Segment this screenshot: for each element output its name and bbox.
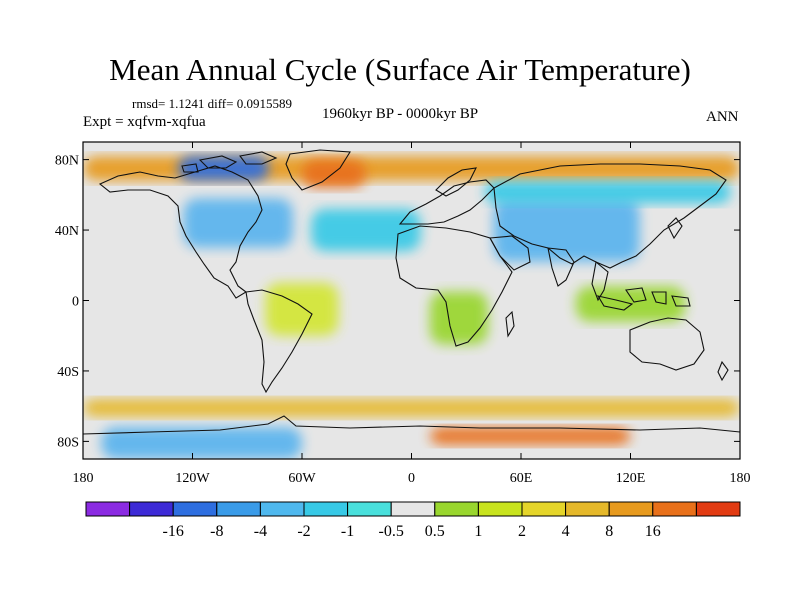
coast-antarctica: [83, 415, 740, 435]
colorbar: -16 -8 -4 -2 -1 -0.5 0.5 1 2 4 8 16: [85, 501, 741, 540]
coast-southeast-asia: [591, 260, 609, 302]
colorbar-label: -8: [210, 523, 223, 540]
anomaly-regions: [83, 156, 740, 459]
colorbar-swatch: [521, 501, 567, 517]
coast-arctic-islands: [181, 151, 278, 173]
plot-title: Mean Annual Cycle (Surface Air Temperatu…: [109, 52, 691, 87]
colorbar-label: 4: [562, 523, 570, 540]
coast-madagascar: [505, 310, 515, 338]
region-antarctica-mixed: [101, 427, 302, 459]
region-siberia-cool: [484, 180, 731, 204]
colorbar-label: -2: [297, 523, 310, 540]
colorbar-swatch: [390, 501, 436, 517]
colorbar-swatch: [608, 501, 654, 517]
coast-new-zealand: [717, 360, 729, 382]
coast-south-america: [245, 289, 313, 394]
colorbar-swatch: [652, 501, 697, 517]
colorbar-swatch: [477, 501, 523, 517]
colorbar-label: 0.5: [425, 523, 445, 540]
lon-tick-label: 180: [73, 471, 94, 486]
colorbar-swatch: [172, 501, 218, 517]
colorbar-swatch: [216, 501, 261, 517]
coast-indonesia: [596, 287, 691, 311]
colorbar-label: -16: [163, 523, 184, 540]
colorbar-label: -4: [254, 523, 267, 540]
region-greenland-warm: [302, 159, 366, 188]
lon-tick-label: 180: [730, 471, 751, 486]
colorbar-label: -1: [341, 523, 354, 540]
lat-tick-label: 40N: [55, 224, 79, 239]
region-antarctica-warm: [429, 427, 631, 445]
longitude-axis: 180 120W 60W 0 60E 120E 180: [73, 142, 751, 486]
region-southern-ocean-warm: [83, 399, 740, 417]
lon-tick-label: 120W: [175, 471, 210, 486]
coastlines: [83, 149, 740, 435]
lat-tick-label: 40S: [57, 365, 79, 380]
coast-india: [547, 247, 575, 287]
colorbar-swatch: [565, 501, 610, 517]
coast-arabia: [489, 235, 531, 271]
coast-asia: [493, 163, 727, 269]
colorbar-swatch: [347, 501, 392, 517]
colorbar-label: -0.5: [379, 523, 404, 540]
coast-greenland: [285, 149, 351, 191]
colorbar-swatch: [434, 501, 479, 517]
colorbar-swatch: [259, 501, 305, 517]
colorbar-label: 2: [518, 523, 526, 540]
lon-tick-label: 0: [408, 471, 415, 486]
lat-tick-label: 80S: [57, 435, 79, 450]
lat-tick-label: 0: [72, 295, 79, 310]
coast-scandinavia: [435, 167, 477, 197]
coast-africa: [395, 225, 513, 347]
lon-tick-label: 60E: [510, 471, 533, 486]
latitude-axis: 80N 40N 0 40S 80S: [55, 154, 740, 450]
region-africa-green: [429, 291, 489, 345]
colorbar-swatch: [695, 501, 741, 517]
region-north-america-cold: [183, 198, 293, 248]
region-north-atlantic-cool: [311, 208, 421, 252]
experiment-label: Expt = xqfvm-xqfua: [83, 114, 206, 130]
region-amazon-warm: [265, 282, 339, 336]
coast-japan: [667, 217, 683, 240]
colorbar-label: 16: [645, 523, 661, 540]
coast-europe: [398, 179, 495, 225]
coast-australia: [629, 317, 705, 371]
period-label: 1960kyr BP - 0000kyr BP: [322, 106, 479, 122]
season-label: ANN: [706, 109, 739, 125]
lon-tick-label: 60W: [288, 471, 316, 486]
region-central-asia-cool: [493, 198, 640, 262]
colorbar-label: 8: [605, 523, 613, 540]
stats-label: rmsd= 1.1241 diff= 0.0915589: [132, 96, 292, 111]
lat-tick-label: 80N: [55, 154, 79, 169]
colorbar-swatch: [85, 501, 131, 517]
colorbar-label: 1: [474, 523, 482, 540]
colorbar-swatch: [129, 501, 174, 517]
colorbar-swatch: [303, 501, 349, 517]
lon-tick-label: 120E: [616, 471, 646, 486]
